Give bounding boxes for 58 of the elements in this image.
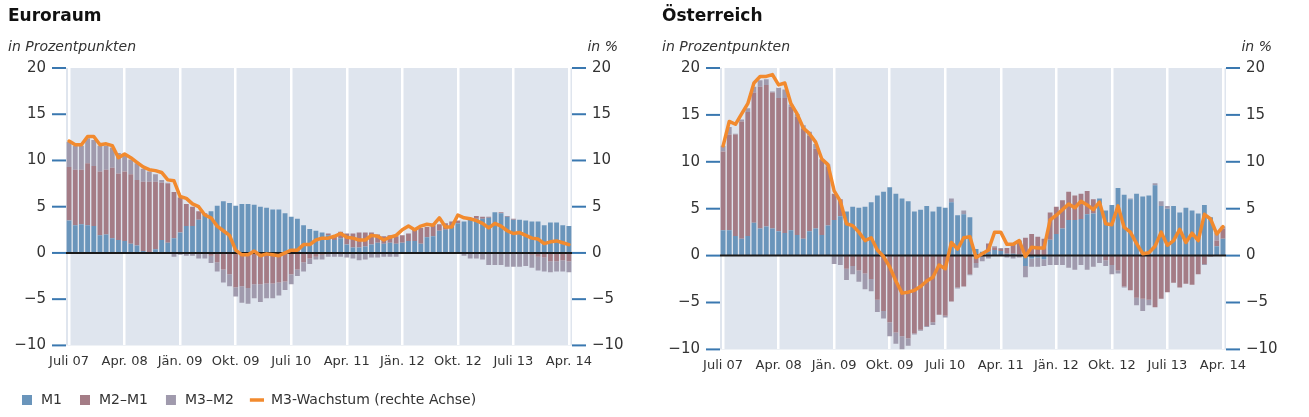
y-tick-label: 20 [680, 57, 700, 76]
y2-tick-label: 0 [592, 242, 602, 261]
x-tick-label: Apr. 11 [977, 356, 1024, 372]
legend-label: M2–M1 [98, 390, 148, 407]
x-tick-label: Jän. 09 [810, 356, 857, 372]
x-tick-label: Juli 13 [1146, 356, 1188, 372]
y2-tick-label: 5 [1246, 198, 1256, 217]
y-tick-label: 0 [690, 245, 700, 264]
y-tick-label: 10 [680, 151, 700, 170]
x-tick-label: Juli 10 [270, 352, 312, 368]
x-tick-label: Apr. 14 [545, 352, 592, 368]
y-tick-label: 10 [26, 150, 46, 169]
y-tick-label: −5 [677, 292, 700, 311]
y2-tick-label: 10 [592, 150, 612, 169]
y-tick-label: 15 [26, 104, 46, 123]
x-tick-label: Okt. 09 [211, 352, 260, 368]
legend-label: M3-Wachstum (rechte Achse) [270, 390, 477, 407]
y2-tick-label: −10 [592, 335, 624, 354]
x-tick-label: Juli 07 [48, 352, 90, 368]
y-tick-label: 5 [690, 198, 700, 217]
x-tick-label: Juli 13 [492, 352, 534, 368]
x-tick-label: Apr. 11 [323, 352, 370, 368]
y-tick-label: 20 [26, 57, 46, 76]
x-tick-label: Okt. 12 [1088, 356, 1136, 372]
y-tick-label: 15 [680, 104, 700, 123]
x-tick-label: Apr. 08 [101, 352, 148, 368]
y2-axis-title: in % [587, 38, 618, 54]
y2-tick-label: 15 [592, 104, 612, 123]
y-tick-label: 0 [36, 242, 46, 261]
y-tick-label: 5 [36, 196, 46, 215]
y2-tick-label: −10 [1246, 339, 1278, 358]
x-tick-label: Okt. 09 [865, 356, 914, 372]
y-axis-title: in Prozentpunkten [662, 38, 791, 54]
y2-axis-title: in % [1241, 38, 1272, 54]
legend-label: M3–M2 [184, 390, 234, 407]
y2-tick-label: 20 [1246, 57, 1266, 76]
x-tick-label: Juli 10 [924, 356, 966, 372]
y2-tick-label: −5 [592, 289, 615, 308]
y-tick-label: −5 [23, 289, 46, 308]
y2-tick-label: 0 [1246, 245, 1256, 264]
chart-title: Österreich [662, 5, 763, 25]
x-tick-label: Jän. 09 [156, 352, 203, 368]
y-axis-title: in Prozentpunkten [8, 38, 137, 54]
x-tick-label: Okt. 12 [434, 352, 482, 368]
chart-title: Euroraum [8, 5, 102, 25]
y2-tick-label: 20 [592, 57, 612, 76]
y-tick-label: −10 [14, 335, 46, 354]
legend-label: M1 [41, 390, 62, 407]
x-tick-label: Apr. 08 [755, 356, 802, 372]
x-tick-label: Jän. 12 [378, 352, 425, 368]
x-tick-label: Juli 07 [702, 356, 744, 372]
y2-tick-label: 15 [1246, 104, 1266, 123]
x-tick-label: Jän. 12 [1032, 356, 1079, 372]
y2-tick-label: −5 [1246, 292, 1269, 311]
y2-tick-label: 5 [592, 196, 602, 215]
y-tick-label: −10 [668, 339, 700, 358]
x-tick-label: Apr. 14 [1199, 356, 1246, 372]
y2-tick-label: 10 [1246, 151, 1266, 170]
